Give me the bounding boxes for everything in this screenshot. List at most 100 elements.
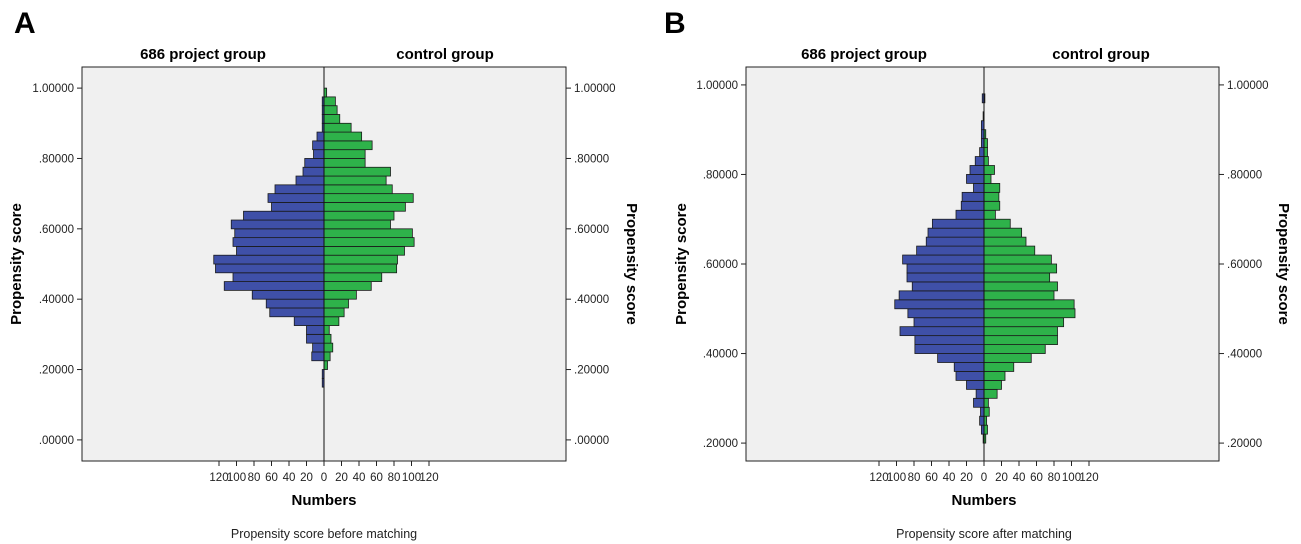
x-tick-label: 80 — [248, 472, 261, 484]
x-tick-label: 120 — [1079, 472, 1098, 484]
treated-bar — [269, 307, 325, 318]
x-tick-label: 120 — [869, 472, 888, 484]
control-bar — [323, 166, 391, 177]
control-bar — [983, 138, 988, 148]
y-tick-label-left: .20000 — [39, 365, 74, 377]
control-bar — [983, 272, 1051, 283]
y-tick-label-right: .00000 — [574, 435, 609, 447]
treated-bar — [974, 156, 985, 166]
x-tick-label: 0 — [321, 472, 327, 484]
control-bar — [323, 184, 393, 195]
y-tick-label-left: .20000 — [703, 438, 738, 450]
x-tick-label: 20 — [335, 472, 348, 484]
treated-bar — [937, 353, 985, 363]
control-bar — [983, 308, 1076, 319]
treated-bar — [267, 193, 325, 203]
control-bar — [323, 219, 391, 230]
y-tick-label-right: 1.00000 — [574, 83, 616, 95]
y-tick-label-right: .60000 — [1227, 259, 1262, 271]
x-tick-label: 120 — [209, 472, 228, 484]
panel-a: A 686 project group control group 120100… — [8, 7, 640, 541]
control-bar — [323, 122, 352, 133]
control-bar — [983, 344, 1046, 354]
treated-bar — [961, 191, 985, 202]
control-bar — [983, 380, 1002, 390]
control-bar — [323, 228, 413, 239]
treated-bar — [265, 298, 325, 309]
panel-letter: B — [664, 7, 686, 40]
treated-bar — [295, 175, 325, 186]
treated-bar — [213, 254, 325, 265]
treated-bar — [232, 272, 325, 282]
treated-bar — [215, 263, 325, 274]
treated-bar — [274, 184, 325, 195]
treated-bar — [906, 272, 985, 283]
control-bar — [323, 351, 331, 362]
control-bar — [983, 371, 1006, 381]
treated-bar — [955, 371, 985, 381]
control-bar — [983, 183, 1001, 193]
treated-bar — [931, 218, 985, 229]
treated-bar — [311, 351, 325, 362]
treated-bar — [316, 131, 325, 142]
treated-bar — [955, 209, 985, 220]
treated-bar — [236, 246, 325, 256]
y-tick-label-left: .40000 — [703, 349, 738, 361]
x-tick-label: 0 — [981, 472, 987, 484]
control-bar — [323, 272, 383, 282]
control-bar — [983, 147, 988, 157]
y-tick-label-left: 1.00000 — [696, 80, 738, 92]
x-tick-label: 60 — [1030, 472, 1043, 484]
control-bar — [323, 202, 406, 212]
control-bar — [983, 254, 1052, 265]
control-bar — [323, 254, 398, 265]
control-bar — [323, 158, 366, 168]
y-tick-label-right: .20000 — [574, 365, 609, 377]
control-bar — [983, 245, 1036, 256]
treated-bar — [980, 406, 985, 417]
treated-bar — [306, 333, 325, 344]
treated-bar — [223, 281, 325, 291]
x-tick-label: 80 — [1048, 472, 1061, 484]
x-tick-label: 40 — [1013, 472, 1026, 484]
y-tick-label-left: .60000 — [703, 259, 738, 271]
treated-bar — [902, 254, 985, 265]
x-tick-label: 100 — [227, 472, 246, 484]
panel-b: B 686 project group control group 120100… — [664, 7, 1292, 541]
control-bar — [983, 209, 996, 220]
control-bar — [983, 218, 1011, 229]
treated-bar — [960, 200, 985, 211]
control-bar — [323, 342, 334, 353]
y-tick-label-right: .40000 — [1227, 349, 1262, 361]
bars — [213, 87, 415, 388]
right-group-title: control group — [396, 46, 494, 63]
control-bar — [323, 316, 340, 326]
y-tick-label-left: .80000 — [39, 153, 74, 165]
treated-bar — [916, 245, 985, 256]
x-tick-label: 80 — [388, 472, 401, 484]
control-bar — [983, 406, 990, 417]
treated-bar — [313, 149, 325, 159]
y-tick-label-right: .80000 — [1227, 169, 1262, 181]
treated-bar — [312, 140, 325, 151]
control-bar — [323, 140, 373, 151]
treated-bar — [973, 397, 985, 408]
y-tick-label-right: .40000 — [574, 294, 609, 306]
y-tick-label-right: .60000 — [574, 224, 609, 236]
treated-bar — [966, 380, 985, 390]
treated-bar — [914, 344, 985, 354]
control-bar — [323, 246, 405, 256]
x-tick-label: 60 — [925, 472, 938, 484]
y-tick-label-left: .40000 — [39, 294, 74, 306]
control-bar — [983, 236, 1027, 247]
x-tick-label: 100 — [402, 472, 421, 484]
treated-bar — [251, 289, 325, 300]
control-bar — [983, 227, 1023, 238]
y-axis-label-left: Propensity score — [673, 203, 690, 325]
treated-bar — [304, 158, 325, 168]
x-tick-label: 60 — [370, 472, 383, 484]
treated-bar — [302, 166, 325, 177]
treated-bar — [243, 210, 325, 221]
